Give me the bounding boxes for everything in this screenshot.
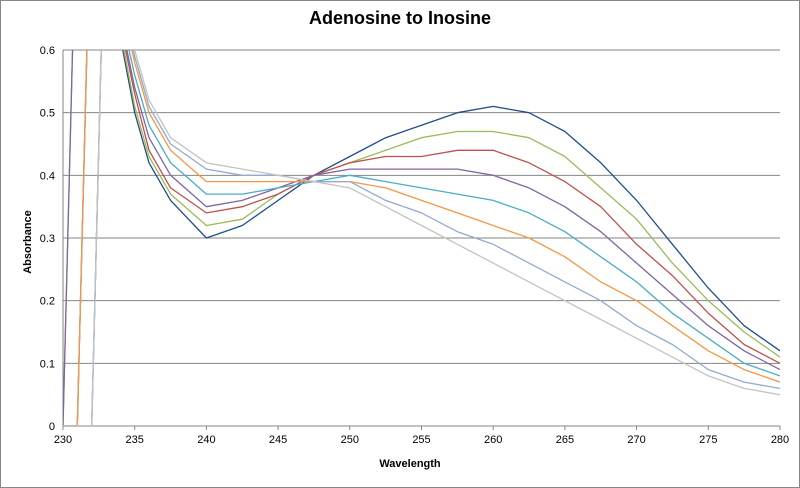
x-tick-label: 240 — [197, 434, 215, 446]
y-tick-label: 0.2 — [40, 296, 55, 308]
series-line-3 — [63, 50, 780, 426]
y-tick-label: 0.5 — [40, 108, 55, 120]
x-tick-label: 245 — [269, 434, 287, 446]
x-tick-label: 255 — [412, 434, 430, 446]
series-line-0 — [63, 50, 780, 426]
chart-title: Adenosine to Inosine — [308, 8, 491, 28]
series-group — [63, 50, 780, 426]
y-tick-label: 0.4 — [40, 170, 55, 182]
x-axis-label: Wavelength — [379, 458, 441, 470]
x-tick-label: 265 — [556, 434, 574, 446]
series-line-4 — [63, 50, 780, 426]
series-line-2 — [63, 50, 780, 426]
series-line-7 — [63, 50, 780, 426]
y-tick-label: 0 — [49, 421, 55, 433]
y-tick-label: 0.3 — [40, 233, 55, 245]
x-tick-label: 260 — [484, 434, 502, 446]
x-tick-label: 275 — [699, 434, 717, 446]
series-line-6 — [63, 50, 780, 426]
y-tick-label: 0.6 — [40, 45, 55, 57]
x-tick-label: 270 — [627, 434, 645, 446]
x-tick-label: 235 — [126, 434, 144, 446]
y-tick-label: 0.1 — [40, 358, 55, 370]
x-tick-label: 280 — [771, 434, 789, 446]
x-tick-label: 250 — [341, 434, 359, 446]
x-tick-label: 230 — [54, 434, 72, 446]
